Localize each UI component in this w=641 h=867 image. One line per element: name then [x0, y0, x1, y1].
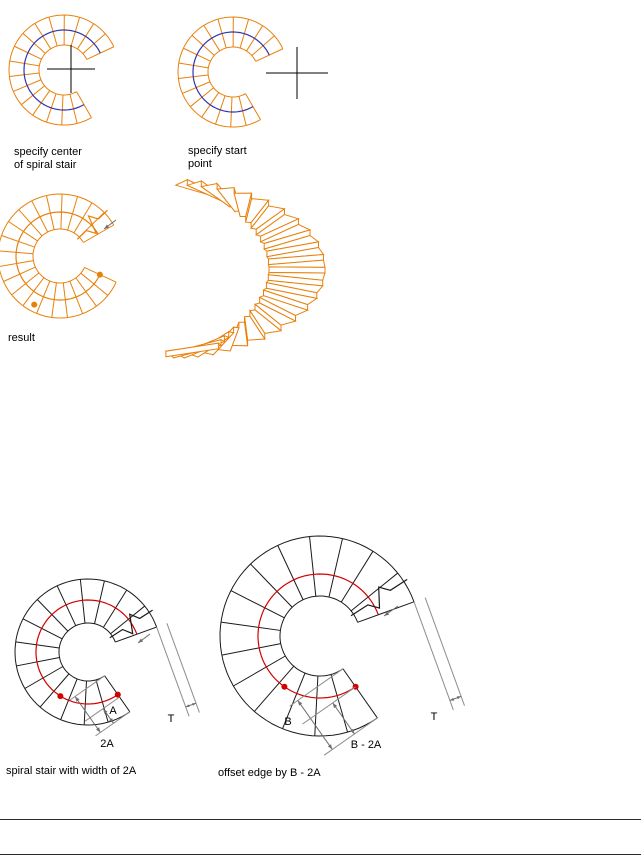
dimension-lines [289, 597, 465, 756]
horizontal-rule-lower [0, 854, 641, 855]
spiral-stair-width-2a-diagram [14, 578, 200, 737]
annotation-arrow [103, 219, 117, 230]
stair-arcs [219, 535, 415, 737]
stair-arcs [8, 14, 115, 126]
stair-break-mark [109, 609, 153, 639]
dim-label-b-minus-2a: B - 2A [351, 739, 382, 751]
caption-width-2a: spiral stair with width of 2A [6, 765, 137, 777]
stair-walk-line [15, 211, 101, 301]
stair-treads-3d [164, 178, 326, 359]
spiral-stair-plan-specify-center [8, 14, 115, 126]
stair-tread-lines [220, 536, 415, 736]
stair-break-mark [76, 209, 108, 240]
dimension-labels: A 2A T B B - 2A T [100, 705, 437, 751]
walk-line-end-dots [57, 691, 121, 700]
spiral-stair-plan-result [0, 193, 117, 319]
dimension-lines [69, 623, 200, 737]
stair-arcs [14, 578, 158, 726]
stair-walk-line [257, 573, 379, 699]
spiral-stair-3d-view [164, 178, 326, 359]
start-point-crosshair-icon [266, 47, 328, 99]
dim-label-t-left: T [168, 713, 175, 725]
spiral-stair-offset-edge-diagram [219, 535, 465, 756]
walk-line-end-dots [31, 271, 103, 308]
stair-arcs [177, 16, 284, 128]
stair-tread-lines [15, 579, 157, 725]
dim-label-2a: 2A [100, 738, 114, 750]
caption-specify-start: specify start point [188, 145, 247, 170]
annotation-arrow [383, 605, 399, 617]
stair-walk-line [35, 599, 138, 705]
center-crosshair-icon [47, 45, 95, 93]
dim-label-b: B [284, 716, 291, 728]
annotation-arrow [137, 633, 151, 644]
spiral-stair-plan-specify-start [177, 16, 284, 128]
stair-break-mark [350, 578, 408, 617]
stair-walk-line [192, 31, 270, 113]
caption-specify-center: specify center of spiral stair [14, 146, 82, 171]
stair-arcs [0, 193, 117, 319]
stair-walk-line [23, 29, 101, 111]
horizontal-rule-upper [0, 819, 641, 820]
dim-label-t-right: T [431, 711, 438, 723]
dim-label-a: A [109, 705, 117, 717]
caption-result: result [8, 332, 35, 344]
caption-offset-edge: offset edge by B - 2A [218, 767, 321, 779]
